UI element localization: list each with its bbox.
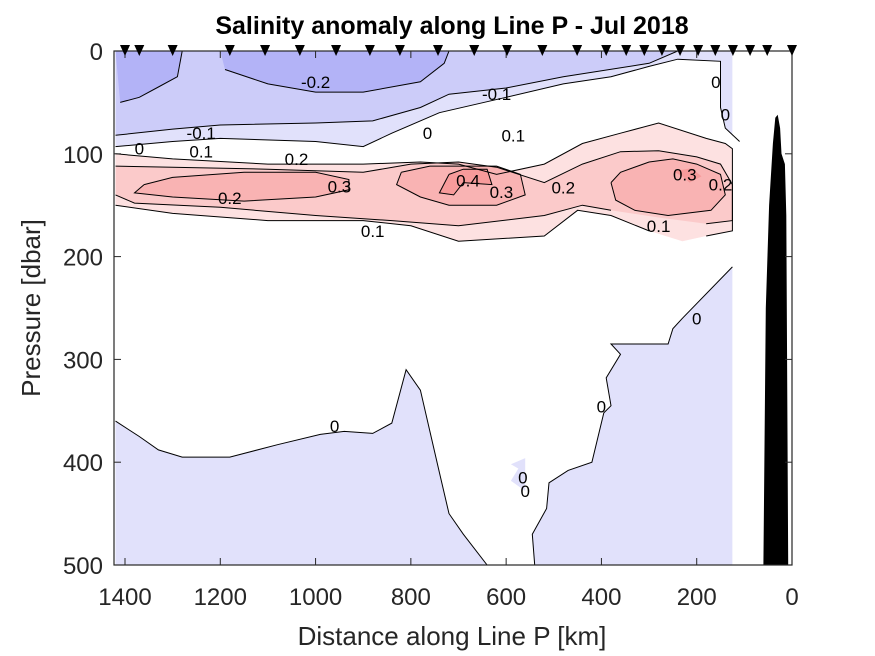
contour-label: 0.2 <box>218 189 242 208</box>
contour-line-04 <box>438 168 493 196</box>
y-tick-label: 500 <box>63 553 103 580</box>
x-tick-label: 400 <box>581 584 621 611</box>
fill-m02-left <box>115 51 183 103</box>
contour-line-01-bottom <box>115 204 650 242</box>
fill-small-negative <box>510 458 526 491</box>
fill-m02-center <box>220 51 449 93</box>
x-tick-label: 1200 <box>194 584 247 611</box>
station-marker <box>364 45 375 56</box>
y-axis: 0 100 200 300 400 500 <box>63 39 792 580</box>
contour-fills <box>115 51 792 565</box>
station-marker <box>727 45 738 56</box>
contour-label: 0.2 <box>551 179 575 198</box>
contour-line-m01 <box>115 51 678 136</box>
x-tick-label: 600 <box>486 584 526 611</box>
station-marker <box>260 45 271 56</box>
contour-lines <box>115 51 740 565</box>
y-axis-label: Pressure [dbar] <box>16 219 46 397</box>
contour-label: 0 <box>520 482 529 501</box>
contour-line-zero-deep-left <box>115 368 497 565</box>
fill-deep-negative-right <box>532 266 733 565</box>
station-marker <box>745 45 756 56</box>
contour-line-zero-upper <box>115 58 740 148</box>
station-marker <box>502 45 513 56</box>
contour-label: 0.2 <box>285 150 309 169</box>
station-markers <box>120 45 797 56</box>
chart-title: Salinity anomaly along Line P - Jul 2018 <box>215 12 688 40</box>
station-marker <box>710 45 721 56</box>
station-marker <box>294 45 305 56</box>
contour-line-02-bottom <box>115 194 612 227</box>
contour-line-02-top <box>115 150 733 225</box>
fill-04 <box>439 169 492 195</box>
station-marker <box>433 45 444 56</box>
contour-label: 0 <box>135 140 144 159</box>
contour-label: 0 <box>423 124 432 143</box>
contour-line-03-center <box>395 165 526 206</box>
y-tick-label: 400 <box>63 450 103 477</box>
station-marker <box>675 45 686 56</box>
contour-label: -0.1 <box>187 124 216 143</box>
contour-label: 0.3 <box>673 165 697 184</box>
station-marker <box>572 45 583 56</box>
station-marker <box>762 45 773 56</box>
contour-label: 0.4 <box>456 172 480 191</box>
contour-label: 0.3 <box>490 183 514 202</box>
x-tick-label: 1400 <box>98 584 151 611</box>
plot-frame <box>113 50 793 566</box>
fill-04-east <box>672 168 702 183</box>
station-marker <box>224 45 235 56</box>
x-axis-label: Distance along Line P [km] <box>298 621 607 651</box>
contour-label: -0.1 <box>482 85 511 104</box>
y-tick-label: 0 <box>90 39 103 66</box>
contour-line-01-top <box>115 122 733 237</box>
contour-label: -0.2 <box>301 73 330 92</box>
station-marker <box>693 45 704 56</box>
contour-line-m02-left <box>120 51 183 103</box>
contour-line-zero-deep-right <box>531 266 733 565</box>
contour-label: 0 <box>721 106 730 125</box>
contour-label: 0 <box>518 469 527 488</box>
station-marker <box>469 45 480 56</box>
y-tick-label: 200 <box>63 245 103 272</box>
contour-label: 0.1 <box>361 222 385 241</box>
station-marker <box>639 45 650 56</box>
station-marker <box>621 45 632 56</box>
x-axis: 1400 1200 1000 800 600 400 200 0 <box>98 51 799 611</box>
station-marker <box>120 45 130 56</box>
bathymetry <box>763 114 792 565</box>
station-marker <box>167 45 178 56</box>
contour-label: 0.1 <box>501 126 525 145</box>
contour-label: 0 <box>330 417 339 436</box>
contour-label: 0.1 <box>189 143 213 162</box>
station-marker <box>537 45 548 56</box>
station-marker <box>331 45 342 56</box>
station-marker <box>394 45 405 56</box>
y-tick-label: 100 <box>63 142 103 169</box>
x-tick-label: 200 <box>677 584 717 611</box>
station-marker <box>601 45 612 56</box>
contour-label: 0.2 <box>709 176 733 195</box>
fill-deep-negative-left <box>115 369 497 565</box>
fill-03-west <box>134 172 349 202</box>
contour-label: 0.3 <box>328 178 352 197</box>
y-tick-label: 300 <box>63 347 103 374</box>
contour-line-03-west <box>133 171 350 202</box>
station-marker <box>134 45 145 56</box>
contour-label: 0 <box>711 73 720 92</box>
contour-label: 0.1 <box>647 217 671 236</box>
x-tick-label: 0 <box>785 584 798 611</box>
bathymetry-shape <box>763 114 792 565</box>
contour-line-m02-center <box>224 51 450 93</box>
x-tick-label: 1000 <box>289 584 342 611</box>
contour-line-03-east <box>610 158 726 217</box>
contour-label: 0 <box>597 398 606 417</box>
station-marker <box>656 45 667 56</box>
station-marker <box>787 45 797 56</box>
x-tick-label: 800 <box>391 584 431 611</box>
contour-label: 0 <box>692 309 701 328</box>
